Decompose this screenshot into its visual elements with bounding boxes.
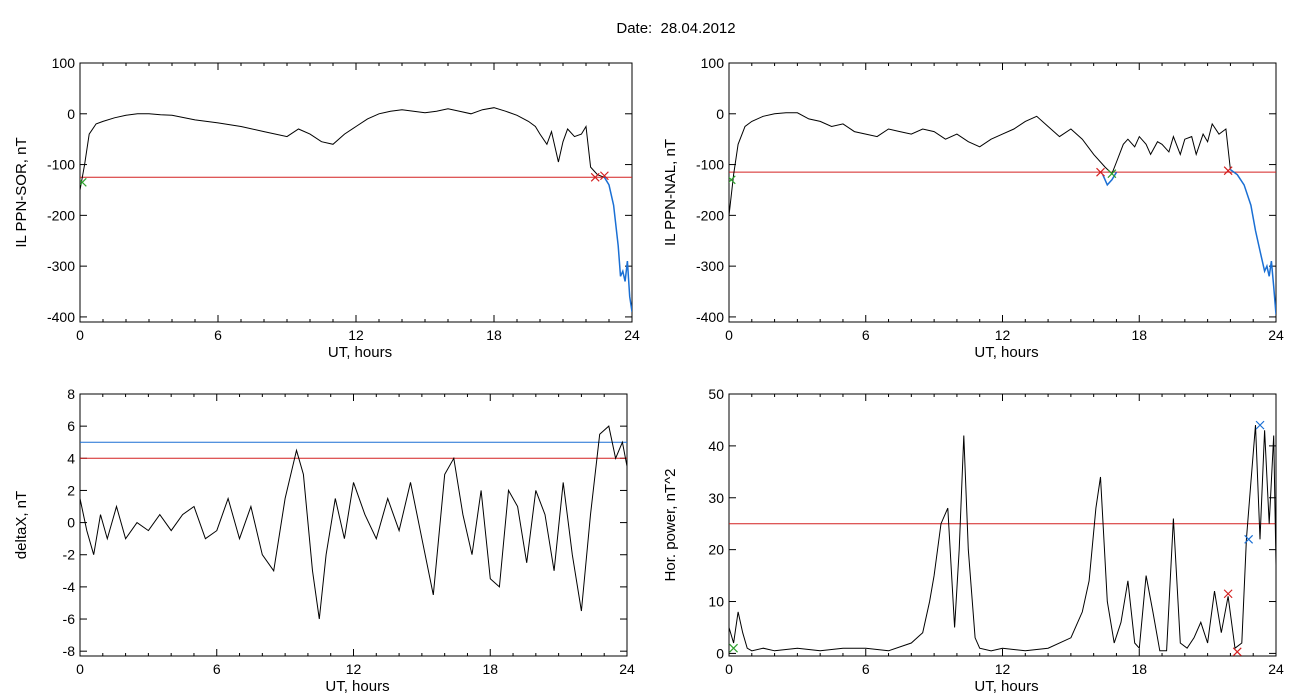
y-tick-label: -400 <box>696 309 724 325</box>
series-line <box>80 107 605 191</box>
x-axis-label: UT, hours <box>974 678 1038 695</box>
chart-panel-4: 0 6 12 18 24 50 40 30 20 10 0 UT, hours Hor. power, … <box>662 386 1284 695</box>
cross-marker <box>599 171 609 181</box>
plot-frame <box>79 393 628 657</box>
y-tick-label: -300 <box>696 258 724 274</box>
x-tick-label: 18 <box>1131 327 1147 343</box>
cross-marker <box>729 643 738 653</box>
x-tick-label: 12 <box>995 661 1011 677</box>
series-line <box>729 425 1276 652</box>
y-tick-label: 30 <box>708 490 724 506</box>
series-line <box>729 112 1231 216</box>
chart-panel-1: 0 6 12 18 24 100 0 -100 -200 -300 -400 UT, hours IL … <box>13 55 640 361</box>
plot-frame <box>728 62 1277 323</box>
y-tick-label: 40 <box>708 438 724 454</box>
y-tick-label: -8 <box>63 643 76 659</box>
y-tick-label: 0 <box>67 106 75 122</box>
y-axis-label: IL PPN-SOR, nT <box>13 137 30 247</box>
x-tick-label: 24 <box>1268 327 1284 343</box>
y-tick-label: 20 <box>708 542 724 558</box>
y-tick-label: 8 <box>67 386 75 402</box>
y-tick-label: 2 <box>67 482 75 498</box>
x-tick-label: 6 <box>862 661 870 677</box>
y-axis-label: Hor. power, nT^2 <box>662 469 679 582</box>
cross-marker <box>590 172 600 182</box>
series-line-highlight <box>1229 168 1276 315</box>
plot-area <box>729 420 1276 656</box>
y-tick-label: 50 <box>708 386 724 402</box>
cross-marker <box>1223 589 1233 599</box>
x-tick-label: 24 <box>1268 661 1284 677</box>
x-tick-label: 24 <box>619 661 635 677</box>
cross-marker <box>1232 647 1242 656</box>
y-tick-label: 6 <box>67 418 75 434</box>
x-axis-label: UT, hours <box>325 678 389 695</box>
x-tick-label: 0 <box>76 327 84 343</box>
y-tick-label: 4 <box>67 450 75 466</box>
y-tick-label: -200 <box>47 207 75 223</box>
y-axis-label: IL PPN-NAL, nT <box>662 139 679 246</box>
cross-marker <box>729 175 736 185</box>
x-tick-label: 18 <box>482 661 498 677</box>
series-line-highlight <box>603 176 632 312</box>
x-axis-label: UT, hours <box>974 344 1038 361</box>
y-tick-label: -2 <box>63 547 76 563</box>
x-tick-label: 6 <box>214 327 222 343</box>
y-tick-label: 100 <box>701 55 725 71</box>
x-tick-label: 12 <box>346 661 362 677</box>
y-tick-label: 0 <box>716 106 724 122</box>
x-tick-label: 6 <box>213 661 221 677</box>
y-axis-label: deltaX, nT <box>13 491 30 559</box>
plot-area <box>729 112 1276 315</box>
x-tick-label: 0 <box>725 327 733 343</box>
plot-frame <box>79 62 633 323</box>
x-tick-label: 18 <box>1131 661 1147 677</box>
y-tick-label: 10 <box>708 594 724 610</box>
x-tick-label: 0 <box>725 661 733 677</box>
y-tick-label: -400 <box>47 309 75 325</box>
x-tick-label: 12 <box>995 327 1011 343</box>
series-line-highlight <box>1102 171 1118 187</box>
x-tick-label: 6 <box>862 327 870 343</box>
y-tick-label: -100 <box>696 157 724 173</box>
y-tick-label: -6 <box>63 611 76 627</box>
cross-marker <box>1223 166 1233 176</box>
cross-marker <box>1255 420 1265 430</box>
y-tick-label: -100 <box>47 157 75 173</box>
x-tick-label: 24 <box>624 327 640 343</box>
chart-panel-2: 0 6 12 18 24 100 0 -100 -200 -300 -400 UT, hours IL … <box>662 55 1284 361</box>
x-tick-label: 12 <box>348 327 364 343</box>
x-tick-label: 0 <box>76 661 84 677</box>
y-tick-label: 100 <box>52 55 76 71</box>
cross-marker <box>80 177 87 187</box>
series-line <box>80 425 627 620</box>
x-tick-label: 18 <box>486 327 502 343</box>
y-tick-label: 0 <box>716 645 724 661</box>
y-tick-label: -4 <box>63 579 76 595</box>
plot-area <box>80 107 632 312</box>
chart-panel-3: 0 6 12 18 24 8 6 4 2 0 -2 -4 -6 -8 UT, hours deltaX, nT <box>13 386 635 695</box>
x-axis-label: UT, hours <box>328 344 392 361</box>
plot-area <box>80 425 627 620</box>
cross-marker <box>1107 169 1117 179</box>
y-tick-label: -300 <box>47 258 75 274</box>
plot-frame <box>728 393 1277 657</box>
y-tick-label: 0 <box>67 515 75 531</box>
figure-title: Date: 28.04.2012 <box>616 20 735 37</box>
cross-marker <box>1096 167 1105 177</box>
cross-marker <box>1244 534 1254 544</box>
y-tick-label: -200 <box>696 207 724 223</box>
